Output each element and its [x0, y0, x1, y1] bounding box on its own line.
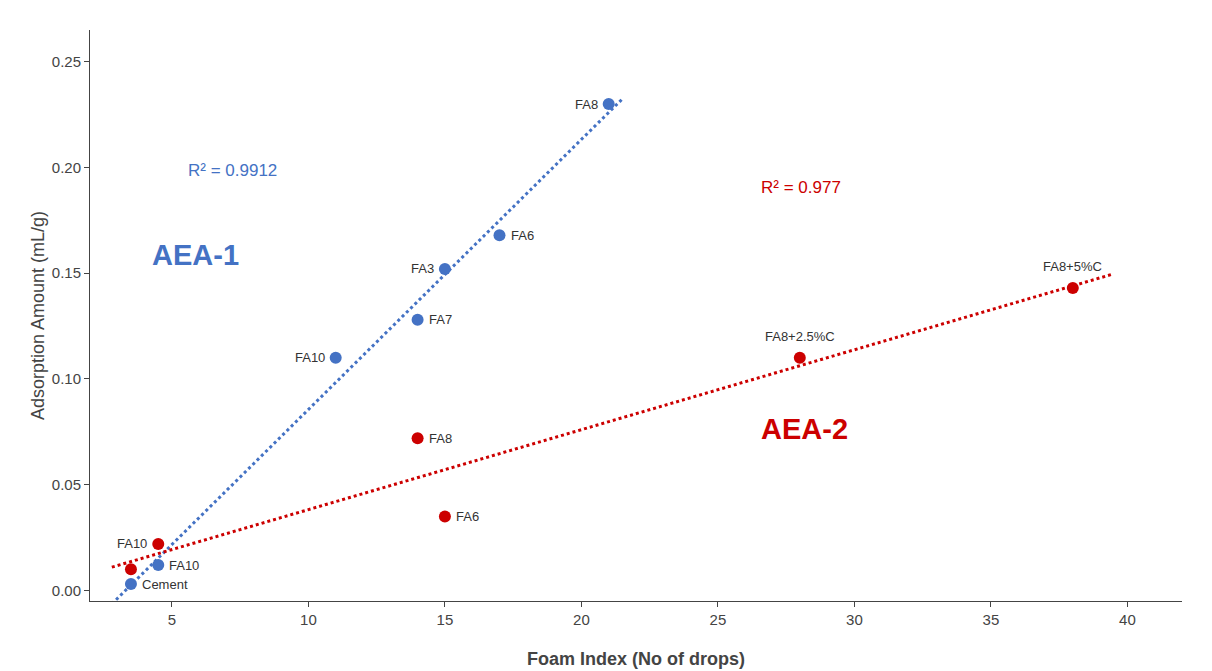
svg-text:5: 5 — [168, 611, 176, 628]
svg-text:FA6: FA6 — [511, 228, 534, 243]
svg-text:FA6: FA6 — [456, 509, 479, 524]
svg-text:35: 35 — [983, 611, 1000, 628]
svg-text:FA7: FA7 — [429, 312, 452, 327]
svg-text:0.00: 0.00 — [52, 582, 81, 599]
svg-text:25: 25 — [710, 611, 727, 628]
svg-text:0.10: 0.10 — [52, 370, 81, 387]
svg-text:0.15: 0.15 — [52, 264, 81, 281]
svg-text:FA8+2.5%C: FA8+2.5%C — [765, 329, 835, 344]
svg-text:15: 15 — [437, 611, 454, 628]
svg-text:FA10: FA10 — [295, 350, 325, 365]
svg-text:FA8: FA8 — [429, 431, 452, 446]
svg-text:FA8: FA8 — [575, 97, 598, 112]
svg-text:FA10: FA10 — [169, 558, 199, 573]
svg-text:Cement: Cement — [142, 577, 188, 592]
svg-text:10: 10 — [300, 611, 317, 628]
svg-text:Foam Index (No of drops): Foam Index (No of drops) — [527, 649, 745, 669]
svg-text:AEA-2: AEA-2 — [761, 413, 848, 445]
svg-text:AEA-1: AEA-1 — [152, 239, 239, 271]
svg-text:Adsorption Amount (mL/g): Adsorption Amount (mL/g) — [28, 211, 48, 420]
svg-text:0.05: 0.05 — [52, 476, 81, 493]
svg-text:FA10: FA10 — [117, 536, 147, 551]
svg-text:FA8+5%C: FA8+5%C — [1043, 259, 1102, 274]
svg-text:0.25: 0.25 — [52, 53, 81, 70]
svg-text:20: 20 — [573, 611, 590, 628]
svg-text:FA3: FA3 — [411, 261, 434, 276]
svg-text:R² = 0.9912: R² = 0.9912 — [188, 161, 277, 180]
svg-text:0.20: 0.20 — [52, 159, 81, 176]
svg-text:40: 40 — [1119, 611, 1136, 628]
svg-text:R² = 0.977: R² = 0.977 — [761, 178, 841, 197]
svg-text:30: 30 — [846, 611, 863, 628]
